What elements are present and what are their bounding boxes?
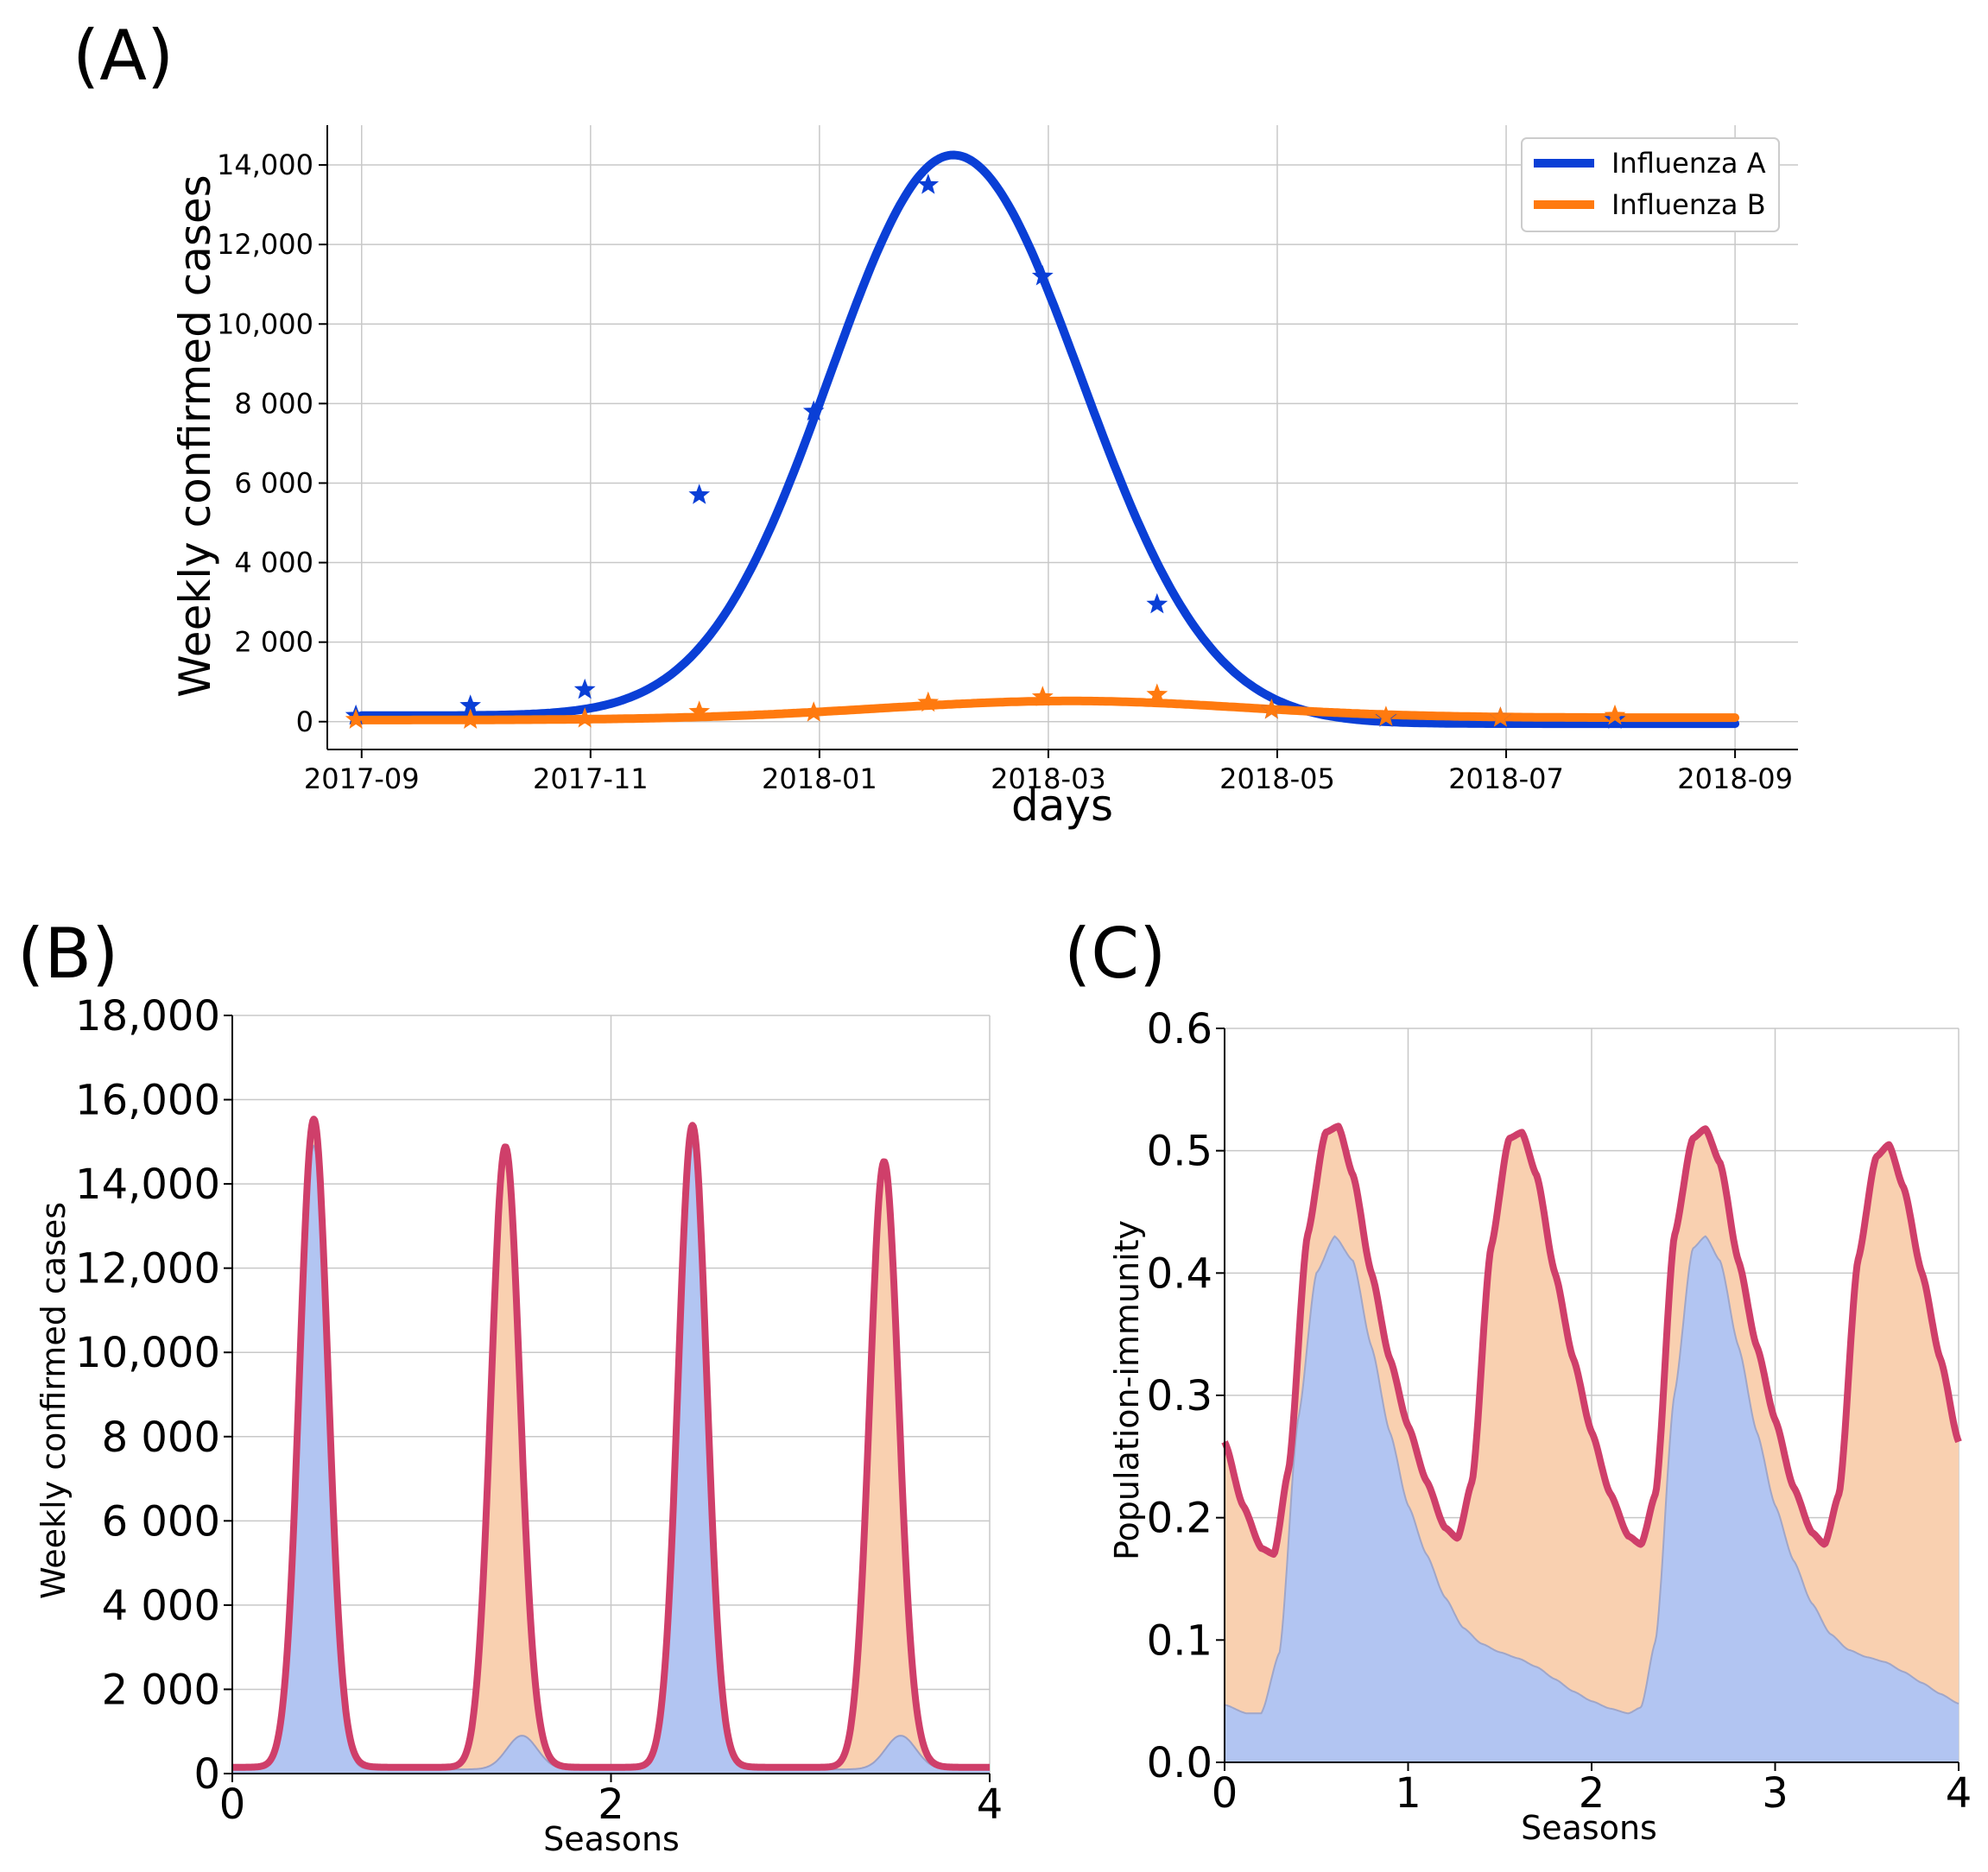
chart-a-observed-point-influenza-b bbox=[1261, 698, 1282, 719]
panel-label-c: (C) bbox=[1064, 914, 1166, 994]
chart-b-ytick-label: 8 000 bbox=[102, 1413, 220, 1462]
chart-a-observed-point-influenza-b bbox=[802, 701, 825, 722]
chart-b-ytick-label: 0 bbox=[193, 1750, 220, 1799]
chart-b-marks bbox=[230, 1116, 992, 1774]
chart-a-observed-point-influenza-b bbox=[459, 708, 481, 729]
chart-a-observed-point-influenza-b bbox=[1490, 706, 1511, 727]
chart-c-ytick-label: 0.0 bbox=[1147, 1739, 1212, 1787]
chart-b-ylabel: Weekly confirmed cases bbox=[35, 1202, 73, 1599]
chart-b-ytick-label: 2 000 bbox=[102, 1666, 220, 1714]
chart-b-xtick-label: 0 bbox=[219, 1780, 246, 1829]
chart-b-ytick-label: 10,000 bbox=[75, 1329, 220, 1377]
chart-a-observed-point-influenza-b bbox=[1146, 683, 1168, 704]
chart-c-ytick-label: 0.3 bbox=[1147, 1372, 1212, 1420]
chart-c-ytick-label: 0.2 bbox=[1147, 1495, 1212, 1543]
chart-a-legend: Influenza A Influenza B bbox=[1521, 137, 1780, 232]
chart-c-ytick-label: 0.4 bbox=[1147, 1249, 1212, 1298]
chart-b-ytick-label: 12,000 bbox=[75, 1245, 220, 1293]
chart-a-xtick-label: 2018-01 bbox=[762, 762, 877, 795]
chart-c-marks bbox=[1221, 1123, 1962, 1762]
chart-a-observed-point-influenza-a bbox=[573, 678, 596, 699]
chart-b-ytick-label: 4 000 bbox=[102, 1582, 220, 1630]
chart-a-ytick-label: 4 000 bbox=[234, 547, 313, 579]
chart-c-area-influenza-a bbox=[1225, 1236, 1959, 1762]
chart-a-ytick-label: 2 000 bbox=[234, 626, 313, 659]
chart-c-area-influenza-a-edge bbox=[1224, 1235, 1960, 1715]
chart-c-axes: 0 1 2 3 4 0.0 0.1 0.2 0.3 0.4 0.5 0.6 bbox=[1147, 1005, 1972, 1818]
chart-a-observed-point-influenza-a bbox=[802, 400, 825, 421]
legend-label-influenza-a: Influenza A bbox=[1611, 147, 1766, 180]
chart-a-ylabel: Weekly confirmed cases bbox=[170, 174, 220, 697]
chart-a-marks bbox=[345, 150, 1740, 729]
chart-b-ytick-label: 14,000 bbox=[75, 1161, 220, 1209]
chart-a-observed-point-influenza-a bbox=[459, 694, 481, 715]
chart-b-total-line bbox=[230, 1116, 992, 1771]
chart-a-xtick-label: 2018-09 bbox=[1677, 762, 1793, 795]
chart-c-xtick-label: 2 bbox=[1579, 1769, 1605, 1818]
chart-b-axes: 0 2 4 0 2 000 4 000 6 000 8 000 10,000 12,000 14,0… bbox=[75, 992, 1003, 1829]
chart-a-xtick-label: 2018-03 bbox=[991, 762, 1106, 795]
chart-c-ytick-label: 0.1 bbox=[1147, 1616, 1212, 1665]
chart-a-observed-point-influenza-b bbox=[917, 691, 940, 712]
chart-a-xtick-label: 2017-09 bbox=[304, 762, 420, 795]
chart-c-xtick-label: 4 bbox=[1946, 1769, 1972, 1818]
chart-a-axes: 2017-09 2017-11 2018-01 2018-03 2018-05 2018-… bbox=[217, 125, 1798, 795]
chart-a-ytick-label: 12,000 bbox=[217, 228, 313, 261]
chart-b-ytick-label: 16,000 bbox=[75, 1077, 220, 1125]
chart-a-ytick-label: 8 000 bbox=[234, 387, 313, 420]
chart-c-ytick-label: 0.6 bbox=[1147, 1005, 1212, 1053]
chart-b-xtick-label: 4 bbox=[977, 1780, 1003, 1829]
chart-b-ytick-label: 6 000 bbox=[102, 1497, 220, 1546]
chart-b-ytick-label: 18,000 bbox=[75, 992, 220, 1040]
chart-a-xtick-label: 2018-07 bbox=[1448, 762, 1564, 795]
chart-b-xlabel: Seasons bbox=[543, 1820, 680, 1858]
chart-a-observed-point-influenza-a bbox=[688, 484, 711, 504]
chart-a-xtick-label: 2017-11 bbox=[533, 762, 649, 795]
chart-a-observed-point-influenza-a bbox=[917, 174, 940, 194]
chart-c: 0 1 2 3 4 0.0 0.1 0.2 0.3 0.4 0.5 0.6 Seasons Popul… bbox=[1108, 1005, 1972, 1847]
chart-a-observed-point-influenza-b bbox=[1604, 704, 1626, 725]
chart-a-observed-point-influenza-a bbox=[1031, 265, 1054, 286]
chart-c-xlabel: Seasons bbox=[1521, 1809, 1657, 1847]
legend-label-influenza-b: Influenza B bbox=[1611, 188, 1766, 221]
chart-c-xtick-label: 0 bbox=[1212, 1769, 1238, 1818]
chart-c-ytick-label: 0.5 bbox=[1147, 1128, 1212, 1176]
panel-label-a: (A) bbox=[73, 16, 174, 96]
chart-c-xtick-label: 3 bbox=[1762, 1769, 1789, 1818]
chart-a-ytick-label: 6 000 bbox=[234, 466, 313, 499]
chart-a-observed-point-influenza-b bbox=[688, 700, 711, 721]
chart-a-ytick-label: 0 bbox=[296, 705, 313, 738]
panel-label-b: (B) bbox=[17, 914, 118, 994]
chart-a-observed-point-influenza-b bbox=[573, 707, 596, 728]
chart-c-xtick-label: 1 bbox=[1395, 1769, 1421, 1818]
chart-a-ytick-label: 10,000 bbox=[217, 307, 313, 340]
chart-b-xtick-label: 2 bbox=[598, 1780, 624, 1829]
chart-a: 2017-09 2017-11 2018-01 2018-03 2018-05 2018-… bbox=[170, 125, 1798, 831]
chart-a-observed-point-influenza-b bbox=[1031, 686, 1054, 706]
chart-a-xtick-label: 2018-05 bbox=[1219, 762, 1335, 795]
chart-a-observed-point-influenza-b bbox=[1375, 705, 1397, 726]
chart-b: 0 2 4 0 2 000 4 000 6 000 8 000 10,000 12,000 14,0… bbox=[35, 992, 1003, 1858]
chart-a-ytick-label: 14,000 bbox=[217, 149, 313, 181]
chart-a-observed-point-influenza-a bbox=[1146, 592, 1168, 614]
chart-a-observed-point-influenza-b bbox=[345, 708, 367, 729]
chart-c-ylabel: Population-immunity bbox=[1108, 1220, 1146, 1560]
chart-c-total-line bbox=[1221, 1123, 1962, 1558]
chart-a-xlabel: days bbox=[1011, 781, 1113, 831]
chart-a-fit-line-influenza-a bbox=[357, 150, 1740, 729]
